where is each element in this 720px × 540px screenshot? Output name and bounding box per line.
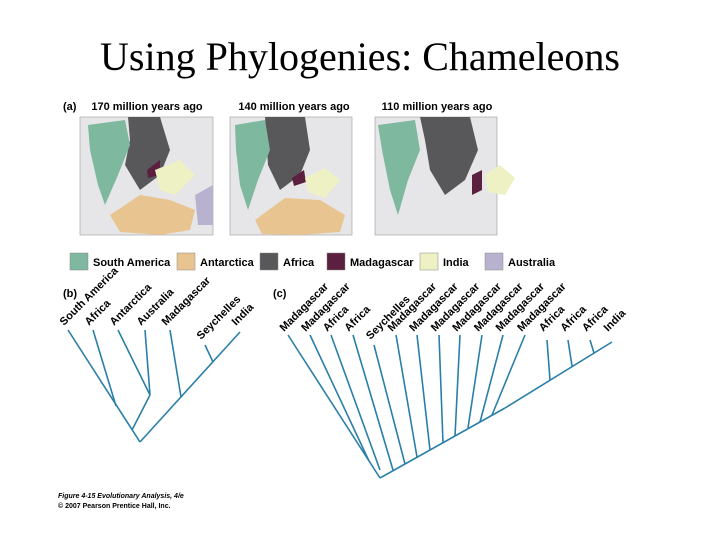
tree-b [67, 329, 241, 443]
slide-title: Using Phylogenies: Chameleons [100, 34, 620, 79]
legend-swatch [419, 252, 439, 271]
legend-swatch [326, 252, 346, 271]
legend-swatch [259, 252, 279, 271]
legend-swatch [69, 252, 89, 271]
panel-label: (c) [273, 288, 287, 300]
map-title: 170 million years ago [91, 101, 203, 113]
map-title: 110 million years ago [382, 101, 493, 113]
legend-label: Australia [508, 257, 556, 269]
legend-swatch [484, 252, 504, 271]
legend-label: South America [93, 257, 171, 269]
map-title: 140 million years ago [238, 101, 350, 113]
legend-label: Madagascar [350, 257, 414, 269]
panel-label: (b) [63, 288, 77, 300]
tree-c [287, 334, 613, 479]
legend-swatch [176, 252, 196, 271]
map [374, 116, 515, 236]
legend-label: India [443, 257, 470, 269]
panel-label: (a) [63, 101, 77, 113]
legend-label: Antarctica [200, 257, 255, 269]
caption: Figure 4-15 Evolutionary Analysis, 4/e [58, 493, 184, 500]
legend-label: Africa [283, 257, 315, 269]
map [79, 116, 214, 236]
caption: © 2007 Pearson Prentice Hall, Inc. [58, 502, 171, 510]
map [229, 116, 353, 236]
